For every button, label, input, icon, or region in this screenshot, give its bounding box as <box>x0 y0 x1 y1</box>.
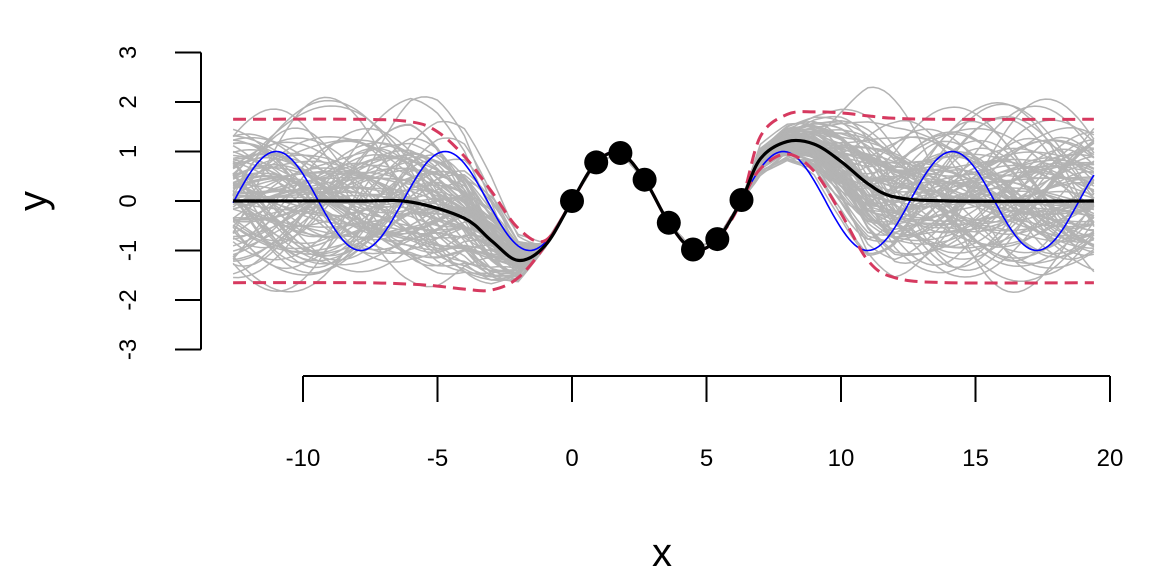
y-tick-label: -2 <box>115 289 142 310</box>
observation-point <box>560 189 584 213</box>
y-tick-label: 2 <box>115 95 142 108</box>
x-tick-label: 10 <box>828 445 855 472</box>
x-axis-title: x <box>652 531 672 575</box>
x-tick-label: 5 <box>700 445 713 472</box>
observation-point <box>608 141 633 165</box>
x-tick-label: 0 <box>565 445 578 472</box>
y-tick-label: -3 <box>115 339 142 360</box>
observation-point <box>681 237 705 262</box>
y-tick-label: 1 <box>115 145 142 158</box>
y-axis-title: y <box>11 191 55 211</box>
y-tick-label: -1 <box>115 240 142 261</box>
observation-point <box>705 227 730 252</box>
observations-layer <box>560 141 754 262</box>
y-tick-label: 3 <box>115 46 142 59</box>
observation-point <box>584 150 609 175</box>
y-tick-label: 0 <box>115 194 142 207</box>
observation-point <box>656 210 681 235</box>
observation-point <box>729 188 754 212</box>
x-tick-label: 20 <box>1097 445 1124 472</box>
x-tick-label: -10 <box>286 445 321 472</box>
upper-band-line <box>233 110 1094 252</box>
observation-point <box>632 167 657 192</box>
x-tick-label: 15 <box>962 445 989 472</box>
x-tick-label: -5 <box>427 445 448 472</box>
